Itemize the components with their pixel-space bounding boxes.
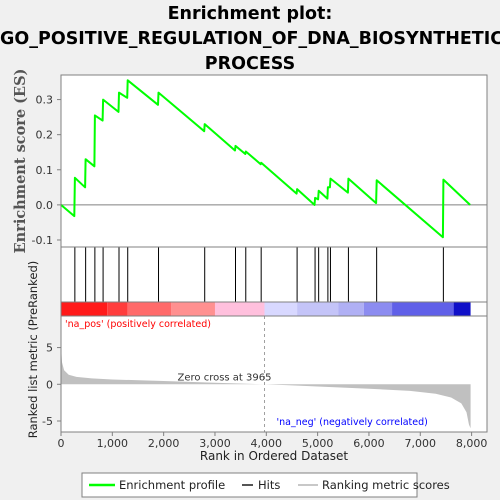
rank-color-segment [338,302,364,316]
x-tick-label: 4,000 [251,437,283,450]
zero-cross-label: Zero cross at 3965 [178,372,272,383]
x-tick-label: 7,000 [405,437,437,450]
chart-title-line-3: PROCESS [204,54,296,74]
x-tick-label: 6,000 [353,437,385,450]
x-tick-label: 1,000 [97,437,129,450]
metric-y-tick-label: 5 [46,342,53,355]
es-y-tick-label: -0.1 [32,234,53,247]
rank-color-segment [127,302,172,316]
es-y-tick-label: 0.1 [36,164,54,177]
chart-title: Enrichment plot: GO_POSITIVE_REGULATION_… [0,2,500,77]
ranking-metric-area [61,345,471,429]
legend-label: Ranking metric scores [322,478,450,492]
es-y-tick-label: 0.0 [36,199,54,212]
rank-color-segment [264,302,298,316]
x-tick-label: 5,000 [302,437,334,450]
legend-label: Hits [258,478,280,492]
rank-color-segment [363,302,393,316]
rank-color-segment [107,302,128,316]
x-tick-label: 3,000 [199,437,231,450]
enrichment-profile-line [60,79,471,239]
es-y-tick-label: 0.3 [36,94,54,107]
rank-color-segment [297,302,339,316]
positive-correlation-label: 'na_pos' (positively correlated) [65,319,211,330]
x-tick-label: 8,000 [456,437,488,450]
negative-correlation-label: 'na_neg' (negatively correlated) [277,417,428,428]
metric-y-tick-label: 0 [46,378,53,391]
metric-y-tick-label: -5 [42,415,53,428]
rank-color-segment [61,302,108,316]
x-axis-label: Rank in Ordered Dataset [200,449,348,463]
es-y-axis-label: Enrichment score (ES) [12,69,29,254]
rank-color-segment [392,302,454,316]
x-tick-label: 2,000 [148,437,180,450]
rank-color-segment [214,302,265,316]
chart-title-line-2: GO_POSITIVE_REGULATION_OF_DNA_BIOSYNTHET… [0,29,500,49]
chart-title-line-1: Enrichment plot: [167,4,333,24]
rank-color-segment [171,302,215,316]
metric-y-axis-label: Ranked list metric (PreRanked) [26,261,40,439]
panel-border [60,315,488,433]
rank-color-segment [453,302,471,316]
es-y-tick-label: 0.2 [36,129,54,142]
plot-background [61,75,487,432]
legend-label: Enrichment profile [119,478,225,492]
x-tick-label: 0 [58,437,65,450]
